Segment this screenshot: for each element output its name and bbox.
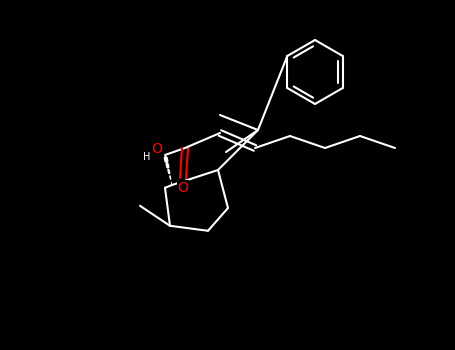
Text: O: O	[177, 181, 188, 195]
Text: O: O	[152, 142, 162, 156]
Text: H: H	[143, 152, 151, 162]
